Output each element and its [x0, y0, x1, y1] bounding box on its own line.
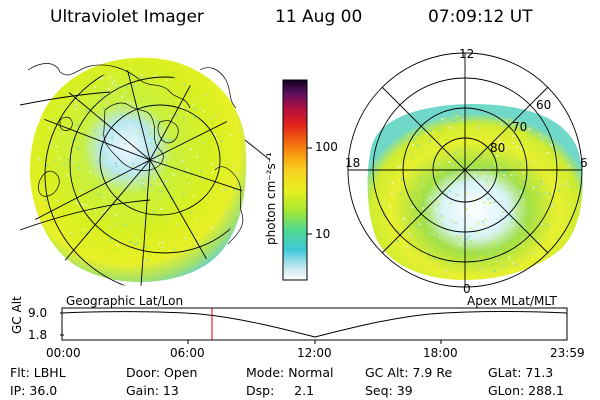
status-dsp: Dsp: 2.1 — [246, 383, 315, 398]
status-mode: Mode: Normal — [246, 365, 334, 380]
right-caption: Apex MLat/MLT — [467, 294, 557, 308]
status-ip: IP: 36.0 — [10, 383, 58, 398]
altitude-plot — [60, 307, 568, 344]
time-tick-0000: 00:00 — [46, 346, 81, 360]
lat-label-60: 60 — [536, 98, 552, 112]
mlt-label-12: 12 — [459, 47, 475, 61]
colorbar-tick-100: 100 — [315, 140, 338, 154]
left-speckle — [37, 67, 239, 265]
polar-grid — [347, 52, 583, 288]
lat-label-80: 80 — [490, 141, 506, 155]
left-caption: Geographic Lat/Lon — [66, 294, 184, 308]
geographic-image — [19, 57, 271, 286]
mlt-label-0: 0 — [463, 282, 471, 296]
altitude-curve — [61, 311, 568, 338]
color-bar-scale — [282, 79, 308, 281]
status-gain: Gain: 13 — [126, 383, 179, 398]
instrument-title: Ultraviolet Imager — [50, 7, 204, 27]
alt-tick-9: 9.0 — [28, 306, 48, 320]
altitude-plot-frame — [61, 307, 568, 341]
time-tick-0600: 06:00 — [170, 346, 205, 360]
color-bar — [282, 79, 312, 281]
status-glon: GLon: 288.1 — [488, 383, 564, 398]
alt-tick-1-8: 1.8 — [28, 328, 48, 342]
lat-label-70: 70 — [512, 120, 528, 134]
time-label: 07:09:12 UT — [428, 7, 533, 27]
mlt-label-18: 18 — [345, 156, 361, 170]
mlt-label-6: 6 — [580, 156, 588, 170]
status-flt: Flt: LBHL — [10, 365, 66, 380]
right-speckle — [377, 111, 576, 273]
left-frame-lines — [19, 91, 271, 231]
gc-alt-axis-title: GC Alt — [10, 296, 24, 334]
time-tick-2359: 23:59 — [550, 346, 585, 360]
status-door: Door: Open — [126, 365, 198, 380]
polar-image — [347, 52, 583, 288]
auroral-image-right — [367, 104, 583, 280]
colorbar-tick-10: 10 — [315, 227, 331, 241]
time-tick-1200: 12:00 — [297, 346, 332, 360]
date-label: 11 Aug 00 — [275, 7, 363, 27]
coastlines — [27, 63, 244, 245]
colorbar-unit-label: photon cm⁻²s⁻¹ — [264, 152, 278, 245]
status-glat: GLat: 71.3 — [488, 365, 554, 380]
status-gc-alt: GC Alt: 7.9 Re — [365, 365, 453, 380]
time-tick-1800: 18:00 — [423, 346, 458, 360]
status-seq: Seq: 39 — [365, 383, 413, 398]
